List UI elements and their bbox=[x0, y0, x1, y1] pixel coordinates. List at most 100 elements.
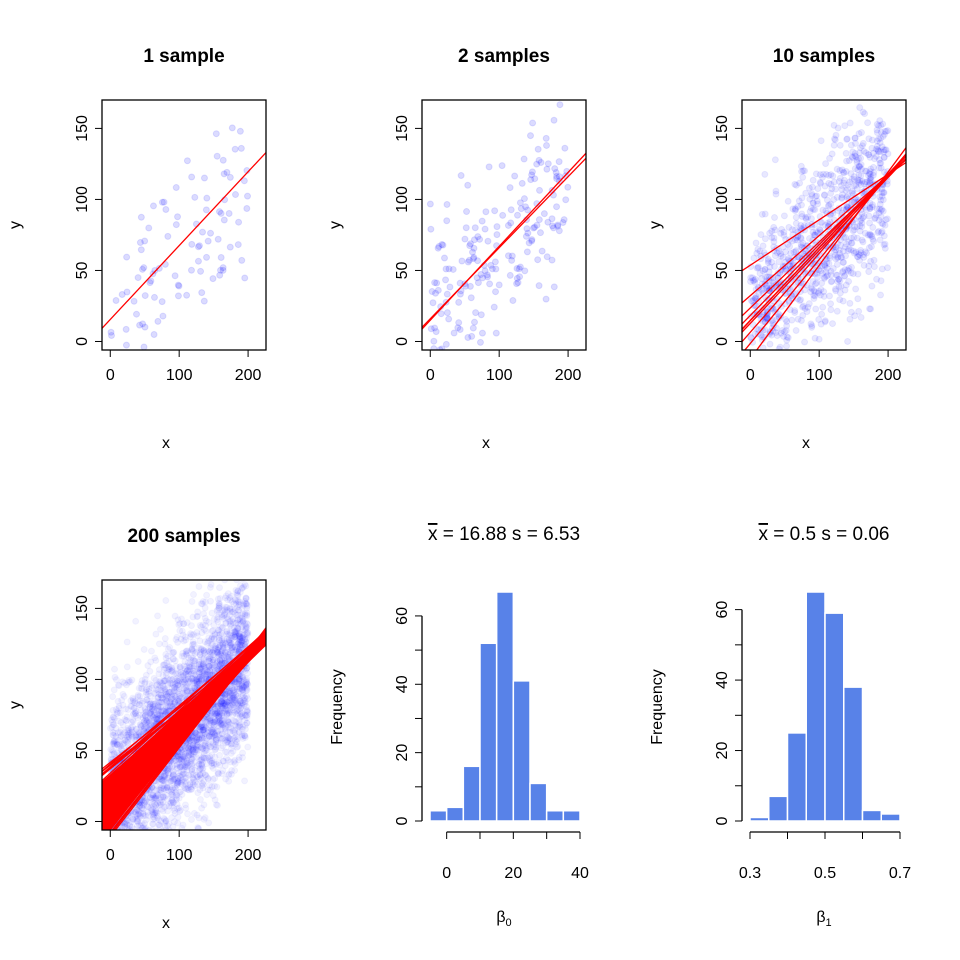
data-point bbox=[234, 241, 242, 249]
data-point bbox=[837, 283, 845, 291]
data-point bbox=[880, 232, 888, 240]
data-point bbox=[128, 732, 136, 740]
data-point bbox=[866, 230, 874, 238]
regression-line bbox=[742, 161, 906, 272]
data-point bbox=[454, 324, 462, 332]
data-point bbox=[775, 247, 783, 255]
data-point bbox=[872, 211, 880, 219]
data-point bbox=[187, 266, 195, 274]
data-point bbox=[113, 870, 119, 876]
data-point bbox=[201, 737, 209, 745]
regression-line bbox=[102, 152, 266, 329]
data-point bbox=[222, 630, 230, 638]
data-point bbox=[123, 663, 131, 671]
data-point bbox=[848, 189, 856, 197]
data-point bbox=[153, 710, 161, 718]
data-point bbox=[443, 309, 451, 317]
data-point bbox=[235, 632, 243, 640]
data-point bbox=[749, 297, 757, 305]
data-point bbox=[768, 258, 776, 266]
data-point bbox=[219, 643, 227, 651]
data-point bbox=[847, 170, 855, 178]
data-point bbox=[836, 277, 844, 285]
data-point bbox=[154, 835, 160, 841]
data-point bbox=[208, 627, 216, 635]
data-point bbox=[771, 252, 779, 260]
data-point bbox=[174, 677, 182, 685]
data-point bbox=[551, 165, 559, 173]
data-point bbox=[773, 375, 779, 381]
data-point bbox=[819, 170, 827, 178]
data-point bbox=[750, 359, 756, 365]
data-point bbox=[809, 205, 817, 213]
data-point bbox=[875, 135, 883, 143]
data-point bbox=[219, 264, 227, 272]
data-point bbox=[877, 159, 885, 167]
data-point bbox=[443, 290, 451, 298]
data-point bbox=[771, 226, 779, 234]
data-point bbox=[166, 699, 174, 707]
data-point bbox=[183, 157, 191, 165]
data-point bbox=[821, 317, 829, 325]
data-point bbox=[810, 231, 818, 239]
data-point bbox=[825, 201, 833, 209]
data-point bbox=[747, 297, 755, 305]
data-point bbox=[161, 634, 169, 642]
data-point bbox=[842, 252, 850, 260]
data-point bbox=[440, 254, 448, 262]
data-point bbox=[183, 785, 191, 793]
data-point bbox=[531, 223, 539, 231]
data-point bbox=[851, 139, 859, 147]
data-point bbox=[212, 732, 220, 740]
data-point bbox=[861, 229, 869, 237]
data-point bbox=[108, 331, 116, 339]
data-point bbox=[827, 306, 835, 314]
data-point bbox=[161, 709, 169, 717]
data-point bbox=[550, 116, 558, 124]
data-point bbox=[802, 215, 810, 223]
data-point bbox=[111, 872, 117, 878]
data-point bbox=[174, 819, 182, 827]
data-point bbox=[855, 179, 863, 187]
data-point bbox=[808, 190, 816, 198]
data-point bbox=[154, 317, 162, 325]
data-point bbox=[195, 242, 203, 250]
data-point bbox=[141, 323, 149, 331]
data-point bbox=[178, 748, 186, 756]
data-point bbox=[792, 374, 798, 380]
data-point bbox=[763, 314, 771, 322]
data-point bbox=[192, 729, 200, 737]
data-point bbox=[149, 820, 157, 828]
data-point bbox=[555, 63, 561, 69]
data-point bbox=[839, 267, 847, 275]
data-point bbox=[162, 831, 168, 837]
data-point bbox=[220, 615, 228, 623]
data-point bbox=[843, 203, 851, 211]
data-point bbox=[203, 194, 211, 202]
data-point bbox=[864, 151, 872, 159]
data-point bbox=[151, 862, 157, 868]
data-point bbox=[174, 213, 182, 221]
data-point bbox=[174, 752, 182, 760]
data-point bbox=[754, 351, 760, 357]
data-point bbox=[861, 110, 869, 118]
data-point bbox=[832, 131, 840, 139]
data-point bbox=[237, 611, 245, 619]
data-point bbox=[877, 206, 885, 214]
data-point bbox=[244, 743, 252, 751]
data-point bbox=[164, 675, 172, 683]
data-point bbox=[786, 262, 794, 270]
data-point bbox=[195, 760, 203, 768]
data-point bbox=[817, 285, 825, 293]
data-point bbox=[559, 219, 567, 227]
data-point bbox=[826, 154, 834, 162]
data-point bbox=[766, 287, 774, 295]
data-point bbox=[809, 245, 817, 253]
data-point bbox=[880, 153, 888, 161]
data-point bbox=[862, 206, 870, 214]
data-point bbox=[808, 323, 816, 331]
data-point bbox=[174, 292, 182, 300]
data-point bbox=[118, 878, 124, 884]
data-point bbox=[874, 229, 882, 237]
data-point bbox=[859, 214, 867, 222]
